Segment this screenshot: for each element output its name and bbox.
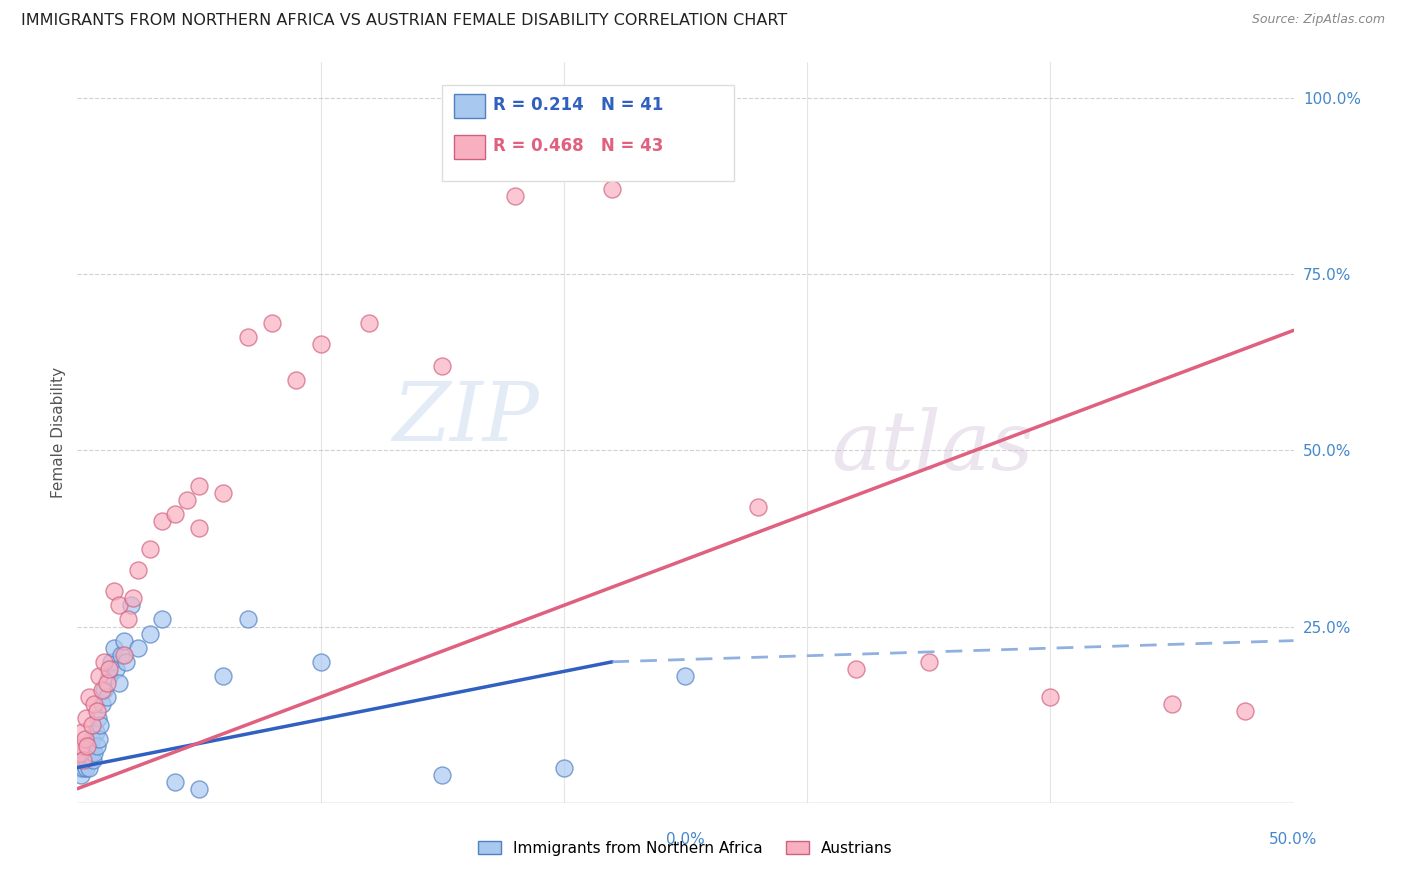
Point bbox=[72, 760, 94, 774]
Point bbox=[553, 760, 575, 774]
Point bbox=[309, 337, 332, 351]
Point bbox=[86, 704, 108, 718]
Point bbox=[73, 747, 96, 761]
Text: 50.0%: 50.0% bbox=[1270, 832, 1317, 847]
Point bbox=[127, 640, 149, 655]
Point bbox=[163, 774, 186, 789]
Point bbox=[103, 640, 125, 655]
Point bbox=[236, 612, 259, 626]
Point bbox=[112, 633, 135, 648]
Point bbox=[80, 732, 103, 747]
Point bbox=[176, 492, 198, 507]
Text: atlas: atlas bbox=[831, 408, 1033, 487]
Point bbox=[359, 316, 381, 330]
Point bbox=[260, 316, 283, 330]
Point bbox=[82, 754, 104, 768]
Point bbox=[77, 739, 100, 754]
Point bbox=[152, 514, 174, 528]
Point bbox=[503, 189, 526, 203]
Point bbox=[122, 591, 145, 606]
Point bbox=[70, 725, 93, 739]
Legend: Immigrants from Northern Africa, Austrians: Immigrants from Northern Africa, Austria… bbox=[472, 835, 898, 862]
Point bbox=[90, 683, 112, 698]
Point bbox=[89, 669, 111, 683]
Point bbox=[105, 662, 128, 676]
Point bbox=[1039, 690, 1062, 704]
Point bbox=[115, 655, 138, 669]
Point bbox=[107, 676, 129, 690]
Point bbox=[87, 711, 110, 725]
Point bbox=[70, 767, 93, 781]
Point bbox=[112, 648, 135, 662]
Point bbox=[83, 747, 105, 761]
Text: IMMIGRANTS FROM NORTHERN AFRICA VS AUSTRIAN FEMALE DISABILITY CORRELATION CHART: IMMIGRANTS FROM NORTHERN AFRICA VS AUSTR… bbox=[21, 13, 787, 29]
Point bbox=[72, 754, 94, 768]
Point bbox=[602, 182, 624, 196]
Point bbox=[110, 648, 132, 662]
Point bbox=[75, 711, 97, 725]
Point bbox=[84, 725, 107, 739]
Point bbox=[675, 669, 697, 683]
Point bbox=[79, 760, 101, 774]
Point bbox=[75, 760, 97, 774]
Point bbox=[430, 767, 453, 781]
Point bbox=[236, 330, 259, 344]
Point bbox=[97, 669, 120, 683]
Point bbox=[80, 718, 103, 732]
Y-axis label: Female Disability: Female Disability bbox=[51, 367, 66, 499]
Point bbox=[90, 697, 112, 711]
Point bbox=[93, 655, 115, 669]
Point bbox=[76, 739, 98, 754]
Point bbox=[430, 359, 453, 373]
FancyBboxPatch shape bbox=[441, 85, 734, 181]
Point bbox=[83, 697, 105, 711]
Point bbox=[918, 655, 941, 669]
Point bbox=[139, 541, 162, 556]
Point bbox=[97, 662, 120, 676]
Point bbox=[73, 732, 96, 747]
Point bbox=[100, 655, 122, 669]
Point bbox=[163, 507, 186, 521]
Point bbox=[188, 521, 211, 535]
FancyBboxPatch shape bbox=[454, 95, 485, 118]
Point bbox=[89, 718, 111, 732]
Point bbox=[86, 739, 108, 754]
Point bbox=[89, 732, 111, 747]
Point bbox=[152, 612, 174, 626]
Point bbox=[103, 584, 125, 599]
Point bbox=[127, 563, 149, 577]
Point bbox=[309, 655, 332, 669]
Point bbox=[747, 500, 769, 514]
Point bbox=[107, 599, 129, 613]
Point bbox=[845, 662, 868, 676]
Point bbox=[96, 690, 118, 704]
Point bbox=[188, 781, 211, 796]
Point bbox=[188, 478, 211, 492]
Point bbox=[70, 739, 93, 754]
Point bbox=[93, 683, 115, 698]
Point bbox=[76, 754, 98, 768]
Point bbox=[117, 612, 139, 626]
Point bbox=[79, 690, 101, 704]
Point bbox=[120, 599, 142, 613]
Point bbox=[1233, 704, 1256, 718]
FancyBboxPatch shape bbox=[454, 135, 485, 159]
Text: R = 0.214   N = 41: R = 0.214 N = 41 bbox=[494, 96, 664, 114]
Point bbox=[70, 754, 93, 768]
Point bbox=[1161, 697, 1184, 711]
Text: 0.0%: 0.0% bbox=[666, 832, 704, 847]
Point bbox=[285, 373, 308, 387]
Point bbox=[69, 747, 91, 761]
Text: Source: ZipAtlas.com: Source: ZipAtlas.com bbox=[1251, 13, 1385, 27]
Point bbox=[212, 669, 235, 683]
Point bbox=[139, 626, 162, 640]
Text: ZIP: ZIP bbox=[392, 378, 540, 458]
Text: R = 0.468   N = 43: R = 0.468 N = 43 bbox=[494, 137, 664, 155]
Point bbox=[80, 747, 103, 761]
Point bbox=[212, 485, 235, 500]
Point bbox=[69, 760, 91, 774]
Point bbox=[96, 676, 118, 690]
